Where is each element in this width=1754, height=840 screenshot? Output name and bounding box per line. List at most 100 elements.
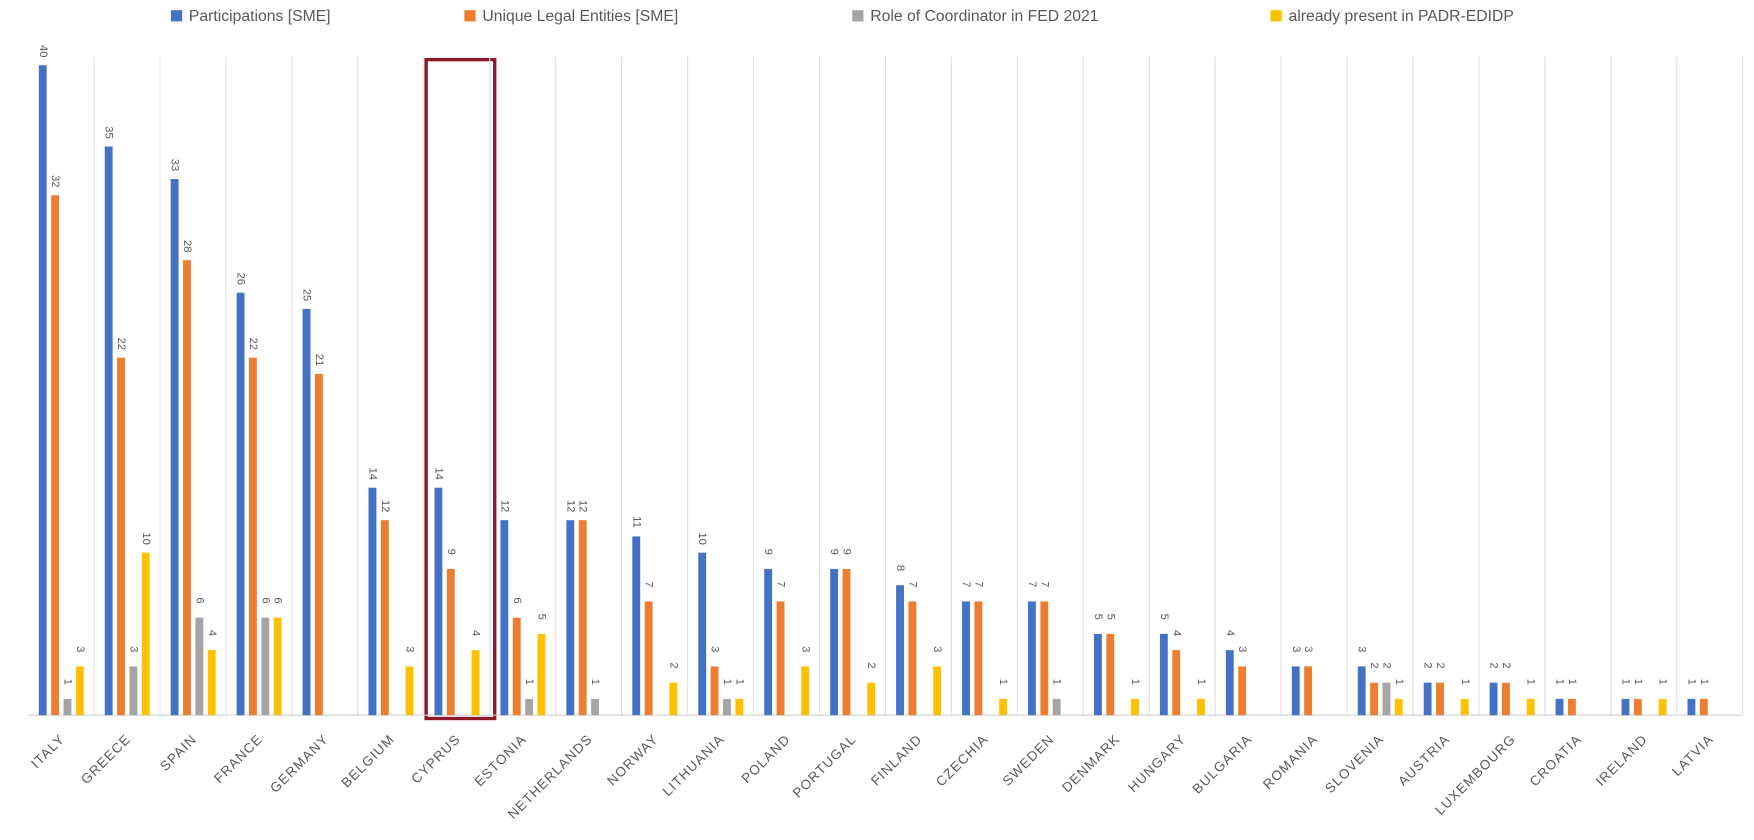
data-label: 3 — [404, 646, 416, 652]
data-label: 3 — [1290, 646, 1302, 652]
bar — [63, 698, 72, 716]
bar — [141, 552, 150, 716]
bar — [1687, 698, 1696, 716]
bar — [1357, 666, 1366, 716]
bar — [1052, 698, 1061, 716]
data-label: 14 — [432, 467, 444, 479]
data-label: 2 — [1422, 662, 1434, 668]
bar — [500, 520, 509, 716]
x-tick-label: BELGIUM — [338, 731, 397, 790]
bar — [644, 601, 653, 716]
data-label: 3 — [799, 646, 811, 652]
data-label: 1 — [1632, 679, 1644, 685]
bar — [1093, 633, 1102, 716]
data-label: 7 — [775, 581, 787, 587]
bar — [1394, 698, 1403, 716]
x-tick-label: ROMANIA — [1260, 731, 1321, 792]
data-label: 21 — [313, 354, 325, 366]
data-label: 25 — [301, 289, 313, 302]
data-label: 1 — [1051, 679, 1063, 685]
data-label: 1 — [1554, 679, 1566, 685]
bar — [249, 357, 257, 716]
bar — [1370, 682, 1378, 716]
bar — [75, 666, 84, 716]
data-label: 5 — [1092, 614, 1104, 620]
data-label: 1 — [523, 679, 535, 685]
bar — [578, 520, 587, 716]
x-tick-label: CROATIA — [1527, 731, 1585, 789]
bar — [764, 568, 773, 716]
data-label: 1 — [589, 679, 601, 685]
data-label: 1 — [1129, 679, 1141, 685]
data-label: 9 — [445, 549, 457, 555]
bar — [1489, 682, 1498, 716]
legend-label: already present in PADR-EDIDP — [1289, 8, 1514, 25]
x-tick-label: SPAIN — [157, 731, 199, 773]
bar — [710, 666, 719, 716]
bar — [129, 666, 138, 716]
data-label: 28 — [181, 240, 193, 253]
bar — [1028, 601, 1036, 716]
data-label: 4 — [470, 630, 482, 636]
x-tick-label: AUSTRIA — [1395, 731, 1452, 788]
bar — [1633, 698, 1642, 716]
x-tick-label: CZECHIA — [933, 731, 991, 789]
bar — [908, 601, 917, 716]
data-label: 1 — [1393, 679, 1405, 685]
bar — [1567, 698, 1576, 716]
x-tick-label: SWEDEN — [1000, 731, 1057, 788]
bar — [1436, 682, 1444, 716]
bar — [896, 585, 904, 716]
bar — [1502, 682, 1510, 716]
data-label: 26 — [235, 272, 247, 285]
data-label: 1 — [1459, 679, 1471, 685]
legend-label: Role of Coordinator in FED 2021 — [870, 8, 1098, 25]
bar — [1460, 698, 1469, 716]
bar — [537, 633, 546, 716]
data-label: 6 — [193, 597, 205, 603]
bar — [1159, 633, 1168, 716]
bar — [207, 650, 216, 716]
x-tick-label: LITHUANIA — [660, 731, 728, 799]
bar — [512, 617, 521, 716]
data-label: 6 — [272, 597, 284, 603]
bar — [735, 698, 744, 716]
bar — [117, 357, 125, 716]
data-label: 7 — [1026, 581, 1038, 587]
bar — [1382, 682, 1391, 716]
data-label: 22 — [115, 337, 127, 350]
data-label: 3 — [74, 646, 86, 652]
bar — [1106, 633, 1115, 716]
data-label: 9 — [841, 549, 853, 555]
data-label: 1 — [1657, 679, 1669, 685]
bar — [1131, 698, 1139, 716]
data-label: 3 — [127, 646, 139, 652]
data-label: 1 — [1620, 679, 1632, 685]
bar — [446, 568, 455, 716]
data-label: 1 — [1698, 679, 1710, 685]
data-label: 1 — [1195, 679, 1207, 685]
data-label: 3 — [1236, 646, 1248, 652]
bar — [1225, 650, 1234, 716]
bar — [368, 487, 377, 716]
bar — [471, 650, 480, 716]
bar — [1658, 698, 1667, 716]
data-label: 2 — [667, 662, 679, 668]
data-label: 5 — [1158, 614, 1170, 620]
data-label: 9 — [828, 549, 840, 555]
data-label: 3 — [1356, 646, 1368, 652]
bar — [405, 666, 414, 716]
bar — [999, 698, 1008, 716]
bar — [698, 552, 707, 716]
bar — [1040, 601, 1049, 716]
x-tick-label: PORTUGAL — [790, 731, 859, 800]
data-label: 9 — [762, 549, 774, 555]
data-label: 10 — [696, 532, 708, 544]
x-tick-label: NORWAY — [604, 731, 661, 788]
bar — [1197, 698, 1205, 716]
data-label: 2 — [1368, 662, 1380, 668]
data-label: 1 — [733, 679, 745, 685]
bar — [261, 617, 270, 716]
x-tick-label: DENMARK — [1059, 731, 1123, 795]
